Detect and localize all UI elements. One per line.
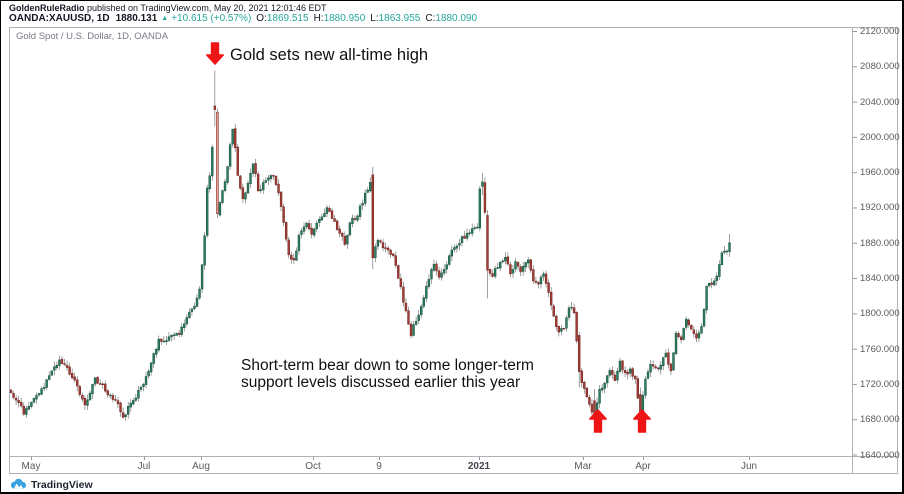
price-axis-label: 1840.000: [860, 273, 900, 285]
high-label: H:: [313, 13, 324, 24]
up-triangle-icon: ▲: [161, 15, 169, 22]
widget-border: [9, 27, 898, 474]
red-up-arrow-icon: [633, 409, 651, 433]
ticker-symbol[interactable]: OANDA:XAUUSD, 1D: [9, 13, 110, 24]
price-axis-label: 1920.000: [860, 202, 900, 214]
price-axis-label: 1760.000: [860, 343, 900, 355]
ticker-line: OANDA:XAUUSD, 1D 1880.131 ▲ +10.615 (+0.57%…: [9, 13, 477, 24]
annotation-support-levels: Short-term bear down to some longer-term…: [241, 357, 534, 392]
publisher-name: GoldenRuleRadio: [9, 3, 85, 13]
time-axis-label: Jun: [740, 461, 758, 472]
tradingview-logo-text: TradingView: [31, 478, 93, 491]
time-axis-label: 2021: [467, 461, 491, 472]
price-axis-label: 2120.000: [860, 26, 900, 37]
price-axis-label: 2040.000: [860, 96, 900, 108]
open-label: O:: [256, 13, 267, 24]
annotation-all-time-high: Gold sets new all-time high: [230, 46, 429, 64]
time-axis-label: Apr: [635, 461, 651, 472]
price-axis-label: 1880.000: [860, 237, 900, 249]
time-axis-label: May: [21, 461, 41, 472]
price-axis-label: 2000.000: [860, 131, 900, 143]
price-change: +10.615 (+0.57%): [171, 13, 252, 24]
low-value: 1863.955: [378, 13, 421, 24]
time-axis-label: 9: [376, 461, 382, 472]
tradingview-cloud-icon: [10, 478, 27, 491]
red-up-arrow-icon: [589, 409, 607, 433]
open-value: 1869.515: [266, 13, 309, 24]
byline-text: published on TradingView.com, May 20, 20…: [84, 3, 327, 13]
price-axis-label: 1720.000: [860, 378, 900, 390]
low-label: L:: [370, 13, 379, 24]
tradingview-logo[interactable]: TradingView: [10, 478, 93, 491]
last-price: 1880.131: [115, 13, 158, 24]
byline: GoldenRuleRadio published on TradingView…: [9, 3, 327, 13]
candlestick-series: [9, 70, 731, 422]
close-value: 1880.090: [435, 13, 478, 24]
price-axis-label: 1960.000: [860, 167, 900, 179]
price-axis-label: 1640.000: [860, 449, 900, 461]
time-axis-label: Mar: [574, 461, 592, 472]
time-axis-label: Aug: [192, 461, 210, 472]
time-axis-label: Jul: [137, 461, 151, 472]
chart-legend[interactable]: Gold Spot / U.S. Dollar, 1D, OANDA: [16, 31, 169, 42]
price-axis-label: 1800.000: [860, 308, 900, 320]
close-label: C:: [425, 13, 436, 24]
price-axis-label: 2080.000: [860, 61, 900, 73]
price-axis-label: 1680.000: [860, 414, 900, 426]
red-down-arrow-icon: [206, 42, 224, 65]
time-axis-label: Oct: [305, 461, 321, 472]
high-value: 1880.950: [323, 13, 366, 24]
